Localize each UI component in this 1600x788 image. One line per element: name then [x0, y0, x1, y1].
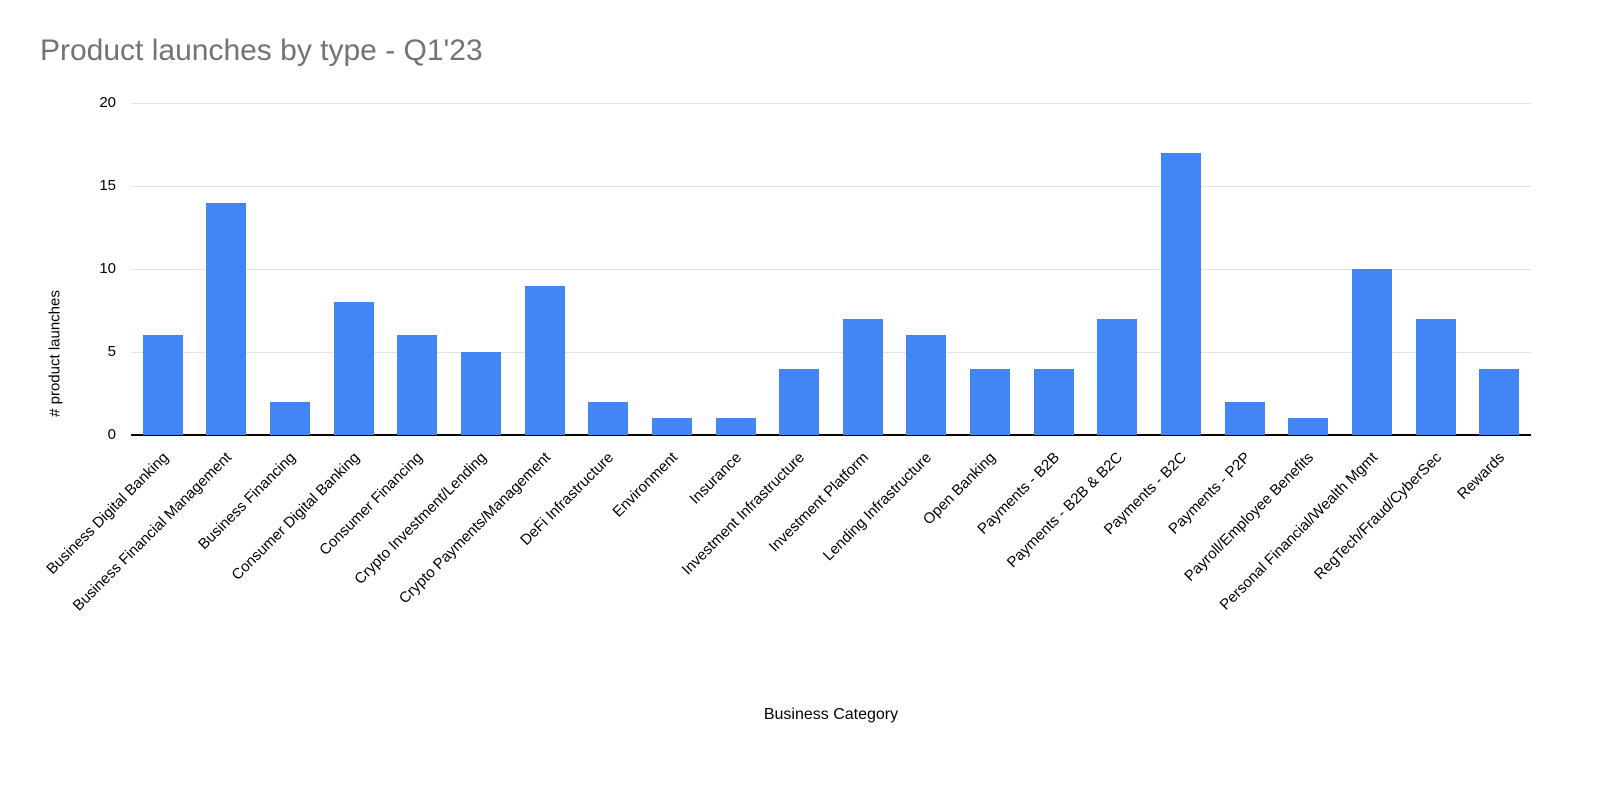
gridline — [131, 351, 1531, 353]
gridline — [131, 185, 1531, 187]
y-tick-label: 20 — [99, 94, 116, 111]
x-tick-label: Environment — [609, 449, 681, 521]
x-tick-label: Investment Infrastructure — [678, 449, 809, 579]
x-tick-label: DeFi Infrastructure — [517, 449, 618, 549]
gridline — [131, 268, 1531, 270]
x-tick-label: Business Financing — [195, 449, 300, 553]
x-axis-line — [131, 434, 1531, 436]
bar — [906, 335, 947, 435]
x-tick-label: Payments - B2C — [1100, 449, 1191, 539]
x-tick-label: Crypto Payments/Management — [395, 449, 554, 608]
plot-area: 0 5 10 15 20 Business Digital Banking Business… — [43, 94, 1531, 614]
bar — [842, 318, 883, 435]
x-tick-label: Open Banking — [919, 449, 1000, 529]
x-tick-label: Payroll/Employee Benefits — [1181, 449, 1318, 585]
bar — [461, 352, 501, 435]
bar — [333, 302, 374, 435]
x-tick-label: Insurance — [685, 449, 745, 508]
bar — [715, 418, 756, 435]
x-tick-label: Payments - P2P — [1164, 449, 1254, 538]
bar — [651, 418, 692, 435]
y-tick-label: 10 — [99, 260, 116, 277]
x-tick-label: Investment Platform — [765, 449, 872, 556]
bar — [1479, 368, 1520, 435]
bar — [270, 401, 311, 435]
y-tick-label: 15 — [99, 177, 116, 194]
bar — [779, 368, 820, 435]
x-axis-title: Business Category — [763, 706, 899, 723]
y-tick-label: 5 — [107, 343, 116, 360]
x-tick-label: Consumer Digital Banking — [228, 449, 363, 584]
x-tick-label: Lending Infrastructure — [820, 449, 936, 565]
x-tick-label: Payments - B2B — [974, 449, 1063, 538]
y-tick-label: 0 — [107, 426, 116, 443]
bar — [1097, 318, 1138, 435]
bar — [142, 335, 183, 435]
x-tick-label: Rewards — [1454, 449, 1509, 503]
bar — [524, 285, 565, 435]
x-tick-label: RegTech/Fraud/CyberSec — [1310, 449, 1445, 584]
bar — [588, 401, 629, 435]
bar — [206, 202, 247, 435]
x-tick-label: Crypto Investment/Lending — [351, 449, 491, 588]
chart-title: Product launches by type - Q1'23 — [40, 34, 483, 67]
gridline — [131, 102, 1531, 104]
x-tick-label: Personal Financial/Wealth Mgmt — [1216, 449, 1381, 614]
x-tick-label: Business Financial Management — [70, 449, 236, 615]
x-tick-label: Business Digital Banking — [43, 449, 172, 578]
bar — [1351, 269, 1392, 435]
x-tick-label: Consumer Financing — [316, 449, 427, 559]
bar — [970, 368, 1011, 435]
bar — [1161, 152, 1201, 435]
bar — [1288, 418, 1329, 435]
bar — [1033, 368, 1074, 435]
bar — [1224, 401, 1265, 435]
x-tick-label: Payments - B2B & B2C — [1004, 449, 1127, 572]
bar — [1415, 318, 1456, 435]
bar — [397, 335, 438, 435]
